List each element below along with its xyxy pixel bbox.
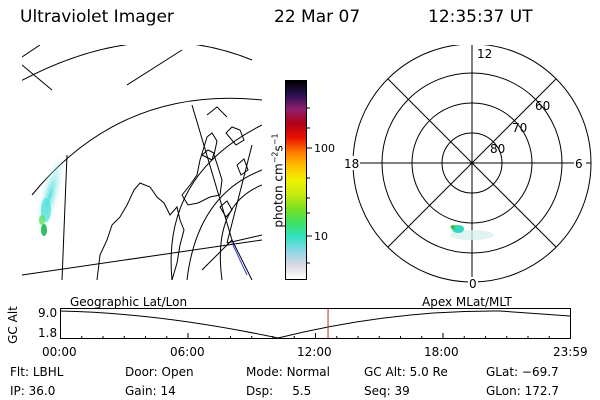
coastline <box>225 126 245 146</box>
mlat-label-60: 60 <box>535 99 550 113</box>
gain-value: 14 <box>160 384 176 398</box>
magnetic-pole-marker <box>231 242 248 276</box>
map-meridian <box>61 154 68 280</box>
map-grid-arc <box>170 124 262 280</box>
gc-alt-label: GC Alt: 5.0 Re <box>364 365 448 379</box>
mlt-label-noon: 12 <box>477 47 492 61</box>
mode-value: Normal <box>286 365 330 379</box>
aurora-emission <box>450 230 494 240</box>
mlt-label-dawn: 6 <box>575 157 583 171</box>
map-grid-arc <box>186 169 262 280</box>
y-max-label: 9.0 <box>38 306 58 320</box>
coastline <box>181 132 223 206</box>
x-tick-label: 23:59 <box>553 345 588 359</box>
geographic-map <box>22 45 262 280</box>
coastline <box>219 200 233 218</box>
map-meridian <box>201 239 253 280</box>
map-grid-arc <box>219 184 262 280</box>
door-label: Door: Open <box>125 365 194 379</box>
ip-value: 36.0 <box>28 384 56 398</box>
map-meridian <box>126 49 183 86</box>
filter-label: Flt: LBHL <box>10 365 64 379</box>
colorbar-tick-label: 10 <box>314 230 328 243</box>
mlt-label-midnight: 0 <box>469 277 477 290</box>
time-label: 12:35:37 UT <box>428 7 533 27</box>
gain-label: Gain: 14 <box>125 384 176 398</box>
mlat-label-80: 80 <box>490 142 505 156</box>
mlat-label-70: 70 <box>512 121 527 135</box>
dsp-value: 5.5 <box>292 384 312 398</box>
mlt-meridian <box>387 78 557 248</box>
door-value: Open <box>161 365 194 379</box>
x-tick-label: 18:00 <box>424 345 459 359</box>
aurora-emission <box>39 215 45 225</box>
map-meridian <box>226 144 253 244</box>
geographic-coords-title: Geographic Lat/Lon <box>70 295 188 309</box>
coastline <box>201 149 215 161</box>
colorbar-axis: 100 10 <box>307 107 335 264</box>
aurora-emission <box>41 224 47 236</box>
instrument-title: Ultraviolet Imager <box>20 7 174 27</box>
coastline <box>206 106 228 118</box>
coastline <box>236 158 249 176</box>
x-tick-label: 00:00 <box>42 345 77 359</box>
map-meridian <box>226 234 262 244</box>
gc-alt-value: 5.0 Re <box>409 365 448 379</box>
y-min-label: 1.8 <box>38 326 58 340</box>
map-meridian <box>22 64 53 91</box>
coastline <box>96 182 185 280</box>
mlt-label-dusk: 18 <box>344 157 359 171</box>
glat-label: GLat: −69.7 <box>486 365 559 379</box>
gc-alt-axis-label: GC Alt <box>5 306 20 344</box>
ip-label: IP: 36.0 <box>10 384 56 398</box>
map-meridian <box>22 239 262 276</box>
altitude-timeline <box>60 308 571 339</box>
date-label: 22 Mar 07 <box>274 7 361 27</box>
colorbar-unit-label: photon cm−2s−1 <box>270 133 286 228</box>
aurora-emission <box>450 225 456 229</box>
dsp-label: Dsp: 5.5 <box>246 384 312 398</box>
map-meridian <box>22 45 41 58</box>
map-meridian <box>191 104 233 241</box>
x-tick-label: 06:00 <box>170 345 205 359</box>
apex-coords-title: Apex MLat/MLT <box>422 295 512 309</box>
altitude-curve <box>60 310 571 339</box>
mode-label: Mode: Normal <box>246 365 330 379</box>
glat-value: −69.7 <box>521 365 559 379</box>
seq-value: 39 <box>394 384 410 398</box>
colorbar-tick-label: 100 <box>314 142 335 155</box>
filter-value: LBHL <box>32 365 64 379</box>
x-tick-label: 12:00 <box>297 345 332 359</box>
map-grid-arc <box>22 45 253 81</box>
glon-value: 172.7 <box>524 384 559 398</box>
colorbar <box>285 80 307 280</box>
polar-mlt-plot: 12 6 0 18 60 70 80 <box>342 45 592 290</box>
seq-label: Seq: 39 <box>364 384 410 398</box>
glon-label: GLon: 172.7 <box>486 384 559 398</box>
